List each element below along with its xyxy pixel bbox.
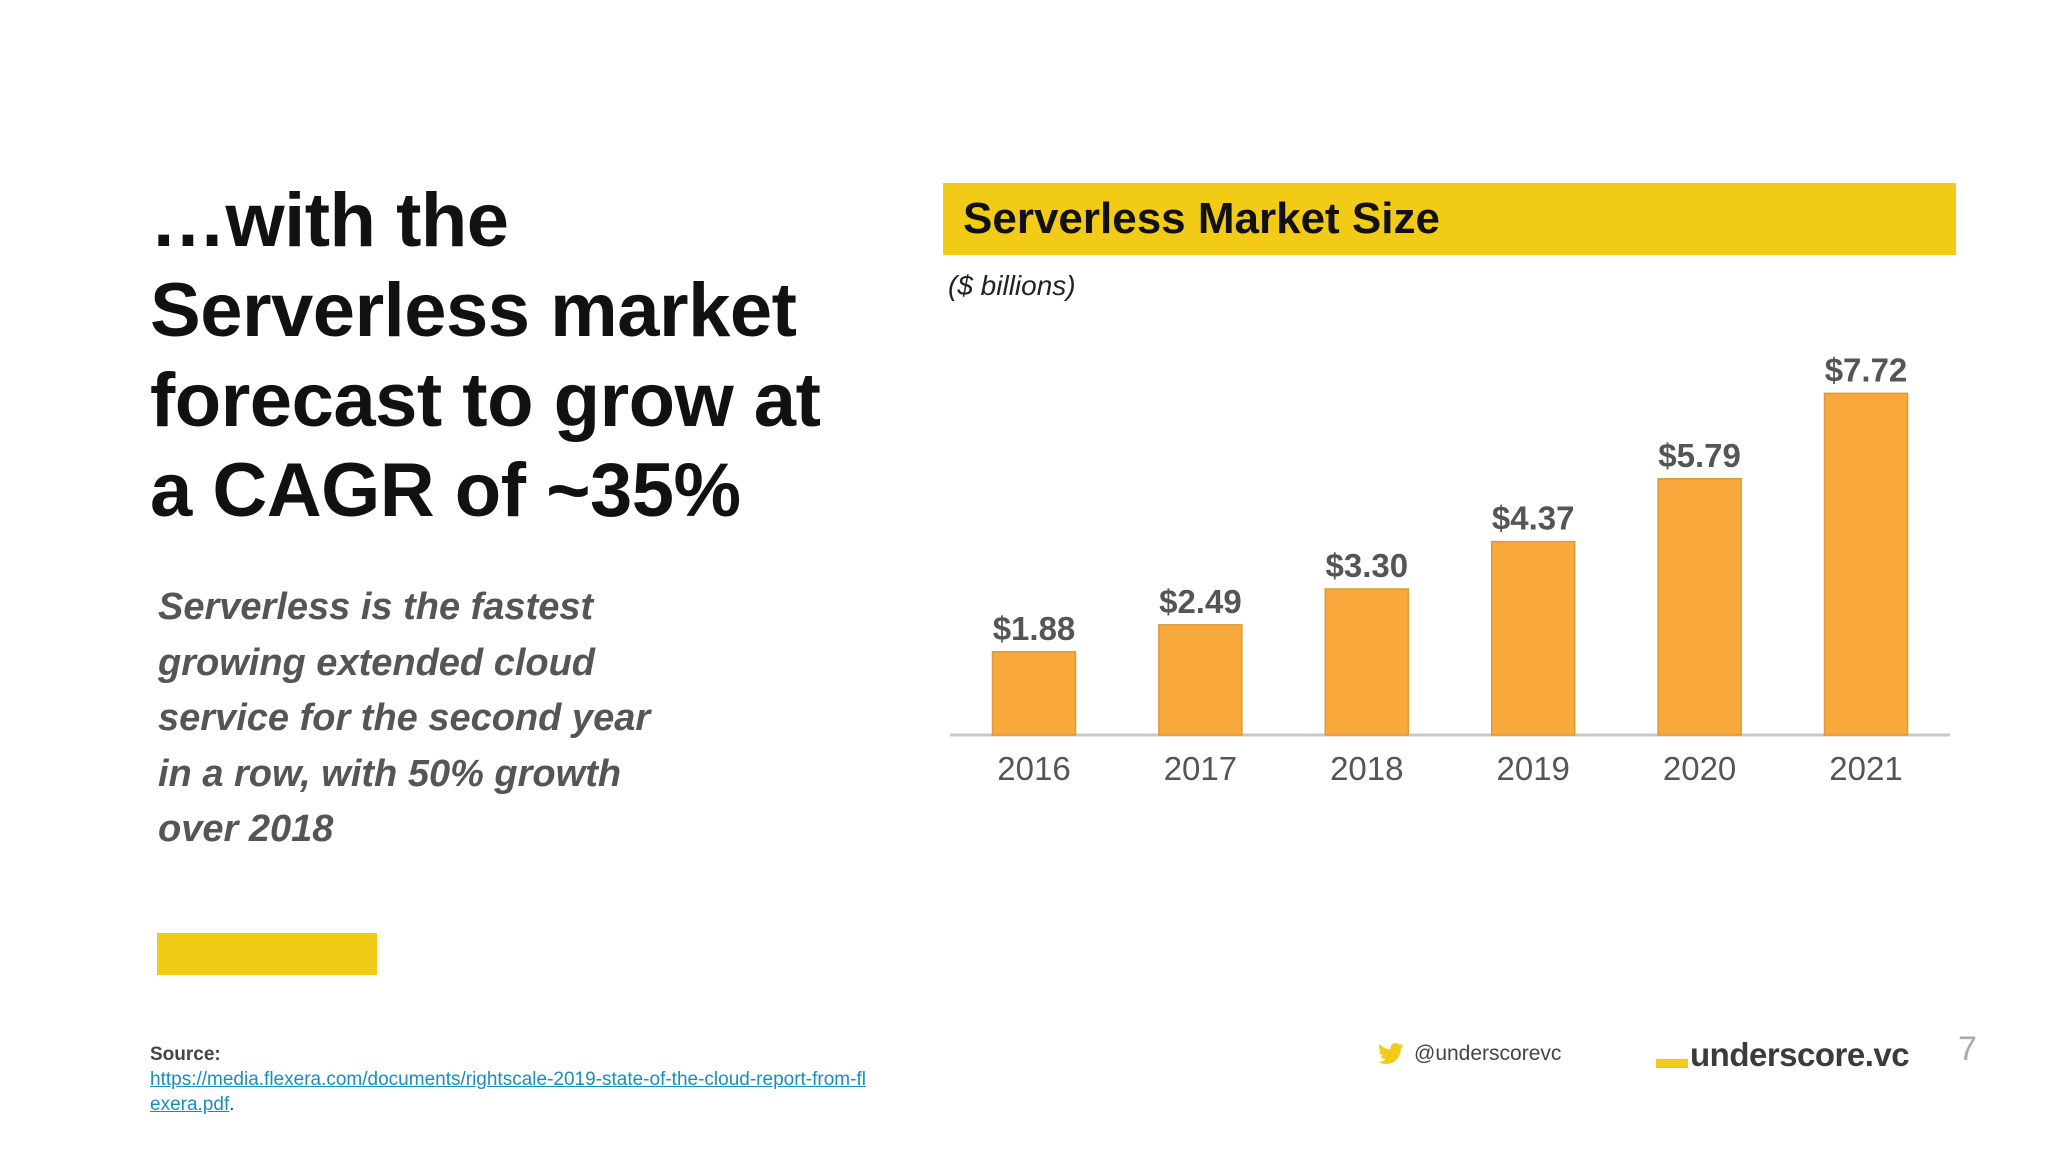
source-link[interactable]: https://media.flexera.com/documents/righ… [150,1069,866,1115]
bar-2021 [1823,392,1909,736]
data-label-2018: $3.30 [1326,547,1409,584]
source-suffix: . [229,1094,235,1115]
slide-headline: …with the Serverless market forecast to … [150,178,821,533]
twitter-bird-icon [1378,1043,1404,1064]
x-tick-label-2020: 2020 [1663,750,1736,787]
brand-name: underscore.vc [1690,1036,1910,1073]
chart-unit-label: ($ billions) [948,270,1076,301]
data-label-2020: $5.79 [1658,437,1741,474]
accent-bar [157,933,377,975]
source-note: Source: https://media.flexera.com/docume… [150,1042,870,1117]
page-number: 7 [1958,1030,1977,1068]
bar-2017 [1158,624,1243,736]
x-tick-label-2019: 2019 [1496,750,1569,787]
bar-2020 [1657,478,1742,736]
bar-2019 [1490,540,1576,736]
bar-2016 [991,651,1077,736]
x-tick-label-2016: 2016 [997,750,1070,787]
chart-title: Serverless Market Size [963,194,1440,243]
chart-title-banner: Serverless Market Size [943,183,1956,255]
twitter-handle-text: @underscorevc [1414,1042,1562,1065]
twitter-handle[interactable]: @underscorevc [1378,1038,1561,1070]
x-tick-label-2018: 2018 [1330,750,1403,787]
x-tick-label-2021: 2021 [1829,750,1902,787]
data-label-2017: $2.49 [1159,583,1242,620]
slide-subtext: Serverless is the fastest growing extend… [158,586,651,850]
bar-2018 [1324,588,1410,736]
brand-logo: underscore.vc [1656,1030,1910,1074]
data-label-2019: $4.37 [1492,500,1575,537]
data-label-2016: $1.88 [993,610,1076,647]
x-tick-label-2017: 2017 [1164,750,1237,787]
source-label: Source: [150,1044,221,1065]
brand-underscore-mark [1656,1059,1688,1068]
data-label-2021: $7.72 [1825,351,1908,388]
